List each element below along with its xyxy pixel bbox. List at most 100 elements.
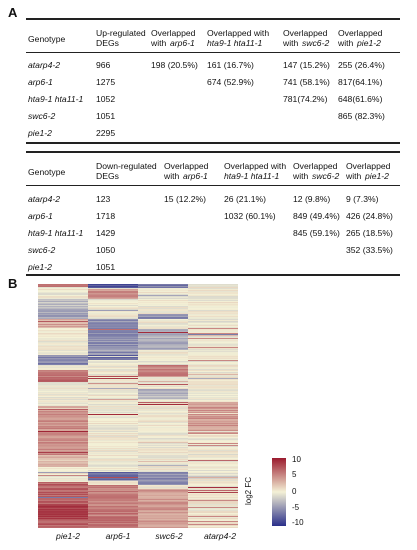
heatmap-cell	[138, 386, 189, 388]
heatmap-cell	[188, 464, 238, 466]
heatmap-cell	[188, 347, 238, 349]
heatmap-cell	[138, 443, 189, 445]
heatmap-cell	[38, 382, 89, 384]
heatmap-cell	[88, 304, 139, 306]
heatmap-cell	[188, 436, 238, 438]
heatmap-cell	[138, 342, 189, 344]
heatmap-cell	[188, 442, 238, 444]
heatmap-cell	[188, 457, 238, 459]
heatmap-cell	[188, 448, 238, 450]
down-header-degs-line2: DEGs	[96, 171, 119, 181]
up-table-mid-rule	[26, 52, 400, 53]
heatmap-cell	[138, 447, 189, 449]
heatmap-cell	[88, 324, 139, 326]
heatmap-cell	[88, 286, 139, 288]
heatmap-cell	[138, 437, 189, 439]
heatmap-cell	[88, 302, 139, 304]
heatmap-cell	[188, 371, 238, 373]
heatmap-cell	[38, 392, 89, 394]
heatmap-cell	[138, 393, 189, 395]
overlap-cell: 9 (7.3%)	[346, 194, 379, 204]
heatmap-cell	[38, 296, 89, 298]
heatmap-cell	[88, 362, 139, 364]
heatmap-cell	[38, 300, 89, 302]
heatmap-cell	[138, 508, 189, 510]
heatmap-cell	[138, 389, 189, 391]
heatmap-cell	[138, 424, 189, 426]
heatmap-cell	[138, 518, 189, 520]
heatmap-cell	[38, 325, 89, 327]
heatmap-cell	[188, 490, 238, 492]
heatmap-cell	[38, 501, 89, 503]
heatmap-cell	[38, 476, 89, 478]
heatmap-cell	[138, 484, 189, 486]
heatmap-cell	[38, 478, 89, 480]
heatmap-cell	[188, 374, 238, 376]
heatmap-cell	[38, 304, 89, 306]
heatmap-cell	[188, 430, 238, 432]
heatmap-cell	[138, 469, 189, 471]
heatmap-cell	[88, 437, 139, 439]
heatmap-cell	[188, 306, 238, 308]
heatmap-cell	[188, 289, 238, 291]
heatmap-cell	[38, 475, 89, 477]
heatmap-cell	[138, 436, 189, 438]
deg-count-cell: 1429	[96, 228, 116, 238]
heatmap-cell	[138, 498, 189, 500]
down-header-arp6-line1: Overlapped	[164, 161, 209, 171]
heatmap-cell	[38, 384, 89, 386]
heatmap-cell	[88, 316, 139, 318]
heatmap-cell	[38, 389, 89, 391]
heatmap-cell	[88, 345, 139, 347]
heatmap	[38, 284, 238, 528]
heatmap-cell	[188, 392, 238, 394]
heatmap-cell	[188, 471, 238, 473]
heatmap-cell	[138, 364, 189, 366]
heatmap-cell	[188, 418, 238, 420]
heatmap-cell	[138, 334, 189, 336]
heatmap-cell	[88, 414, 139, 416]
down-header-swc6-line2a: with	[293, 171, 309, 181]
heatmap-cell	[188, 375, 238, 377]
heatmap-cell	[138, 355, 189, 357]
heatmap-cell	[38, 443, 89, 445]
heatmap-cell	[38, 316, 89, 318]
heatmap-cell	[138, 442, 189, 444]
heatmap-cell	[138, 406, 189, 408]
heatmap-cell	[88, 448, 139, 450]
heatmap-cell	[188, 302, 238, 304]
heatmap-cell	[38, 288, 89, 290]
heatmap-cell	[188, 355, 238, 357]
heatmap-cell	[188, 438, 238, 440]
heatmap-cell	[188, 352, 238, 354]
heatmap-cell	[88, 348, 139, 350]
heatmap-cell	[38, 319, 89, 321]
heatmap-cell	[138, 289, 189, 291]
heatmap-cell	[188, 328, 238, 330]
heatmap-cell	[138, 451, 189, 453]
heatmap-cell	[88, 419, 139, 421]
heatmap-cell	[138, 307, 189, 309]
heatmap-cell	[38, 322, 89, 324]
heatmap-cell	[88, 292, 139, 294]
heatmap-cell	[138, 395, 189, 397]
heatmap-cell	[88, 401, 139, 403]
heatmap-cell	[38, 317, 89, 319]
heatmap-cell	[188, 507, 238, 509]
heatmap-cell	[188, 526, 238, 528]
heatmap-cell	[188, 338, 238, 340]
heatmap-cell	[188, 495, 238, 497]
heatmap-cell	[88, 317, 139, 319]
heatmap-cell	[88, 306, 139, 308]
heatmap-cell	[38, 365, 89, 367]
heatmap-cell	[88, 375, 139, 377]
heatmap-cell	[138, 482, 189, 484]
heatmap-cell	[138, 291, 189, 293]
overlap-cell: 741 (58.1%)	[283, 77, 330, 87]
heatmap-cell	[38, 458, 89, 460]
heatmap-cell	[88, 359, 139, 361]
heatmap-cell	[88, 398, 139, 400]
up-header-pie1-line2a: with	[338, 38, 354, 48]
heatmap-cell	[138, 332, 189, 334]
deg-count-cell: 123	[96, 194, 111, 204]
